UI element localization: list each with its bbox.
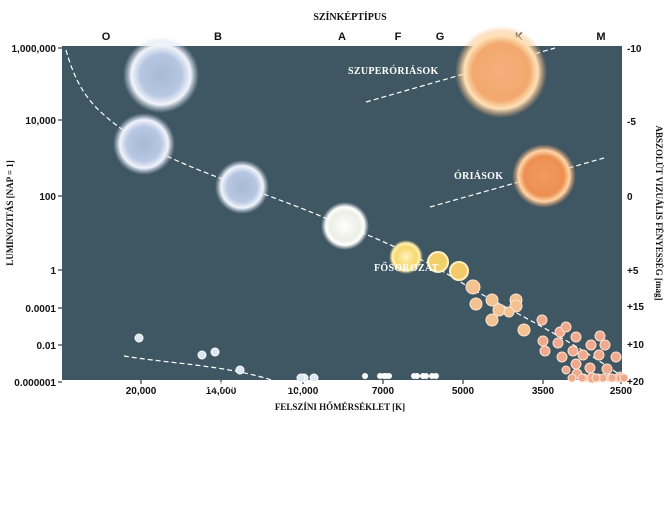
- faint-star-dot: [414, 373, 420, 379]
- faint-star-dot: [433, 373, 439, 379]
- y-tick-label: 100: [39, 192, 56, 203]
- white-dwarfs-label: FEHÉR TÖRPÉK: [182, 379, 265, 392]
- star-dot: [539, 345, 551, 357]
- white-dwarfs-line: [123, 355, 313, 405]
- y-right-tick-label: +15: [627, 302, 644, 313]
- spectral-class-a: A: [338, 31, 346, 43]
- y-right-tick-label: 0: [627, 192, 633, 203]
- main-sequence-km-stars: [465, 279, 629, 384]
- star-dot: [503, 306, 515, 318]
- star-dot: [560, 321, 572, 333]
- main-sequence-star-g2: [449, 261, 469, 281]
- giants-label: ÓRIÁSOK: [454, 170, 503, 182]
- star-dot: [584, 362, 596, 374]
- x-tick-label: 7000: [372, 386, 395, 397]
- spectral-class-g: G: [436, 31, 445, 43]
- y-right-axis-label: ABSZOLÚT VIZUÁLIS FÉNYESSÉG [mag]: [654, 126, 664, 301]
- supergiant-blue-star: [123, 37, 199, 113]
- spectral-type-title: SZÍNKÉPTÍPUS: [313, 11, 387, 23]
- y-tick-label: 1,000,000: [12, 44, 57, 55]
- supergiant-orange-star: [455, 26, 547, 118]
- y-tick-label: 1: [50, 266, 56, 277]
- star-dot: [594, 330, 606, 342]
- x-tick-label: 10,000: [288, 386, 319, 397]
- giant-orange-star: [512, 144, 576, 208]
- spectral-class-f: F: [395, 31, 402, 43]
- star-dot: [567, 373, 577, 383]
- faint-star-dot: [362, 373, 368, 379]
- y-tick-label: 10,000: [25, 116, 56, 127]
- white-dwarf-stars: [134, 333, 319, 383]
- faint-white-stars: [362, 373, 439, 379]
- star-dot: [585, 339, 597, 351]
- y-right-axis-ticks: -10 -5 0 +5 +10 +15 +20: [627, 44, 644, 388]
- x-tick-label: 20,000: [126, 386, 157, 397]
- star-dot: [556, 351, 568, 363]
- white-dwarf-dot: [134, 333, 144, 343]
- x-tick-label: 14,000: [206, 386, 237, 397]
- main-sequence-label: FŐSOROZAT: [374, 262, 439, 274]
- main-sequence-star-f: [389, 240, 423, 274]
- spectral-class-m: M: [596, 31, 605, 43]
- star-dot: [610, 351, 622, 363]
- x-tick-label: 5000: [452, 386, 475, 397]
- star-dot: [607, 373, 617, 383]
- star-dot: [552, 337, 564, 349]
- star-dot: [570, 331, 582, 343]
- star-dot: [593, 349, 605, 361]
- star-dot: [469, 297, 483, 311]
- star-dot: [465, 279, 481, 295]
- star-dot: [577, 349, 589, 361]
- x-axis-ticks: 20,000 14,000 10,000 7000 5000 3500 2500: [126, 380, 633, 397]
- main-sequence-star-a: [321, 202, 369, 250]
- y-tick-label: 0.0001: [25, 304, 56, 315]
- star-dot: [601, 363, 613, 375]
- star-dot: [570, 358, 582, 370]
- spectral-class-o: O: [102, 31, 111, 43]
- y-axis-ticks: 1,000,000 10,000 100 1 0.01 0.0001 0.000001: [12, 44, 62, 389]
- star-dot: [517, 323, 531, 337]
- star-dot: [537, 335, 549, 347]
- main-sequence-star-g1: [427, 251, 449, 273]
- y-right-tick-label: +20: [627, 377, 644, 388]
- y-tick-label: 0.01: [37, 341, 57, 352]
- white-dwarf-dot: [235, 365, 245, 375]
- star-dot: [591, 373, 601, 383]
- y-right-tick-label: +5: [627, 266, 639, 277]
- main-sequence-star-o: [113, 113, 175, 175]
- faint-star-dot: [420, 373, 426, 379]
- y-right-tick-label: +10: [627, 340, 644, 351]
- white-dwarf-dot: [210, 347, 220, 357]
- star-dot: [567, 345, 579, 357]
- star-dot: [577, 373, 587, 383]
- star-dot: [536, 314, 548, 326]
- x-tick-label: 3500: [532, 386, 555, 397]
- y-right-tick-label: -5: [627, 117, 636, 128]
- star-dot: [485, 313, 499, 327]
- white-dwarf-dot: [309, 373, 319, 383]
- main-sequence-star-b: [215, 160, 269, 214]
- white-dwarf-dot: [296, 373, 306, 383]
- y-axis-label: LUMINOZITÁS [NAP = 1]: [5, 160, 15, 265]
- star-dot: [599, 339, 611, 351]
- faint-star-dot: [381, 373, 387, 379]
- y-tick-label: 0.000001: [14, 378, 56, 389]
- star-dot: [561, 365, 571, 375]
- star-dot: [485, 293, 499, 307]
- y-right-tick-label: -10: [627, 44, 642, 55]
- supergiants-label: SZUPERÓRIÁSOK: [348, 65, 439, 77]
- main-sequence-line: [65, 49, 621, 376]
- white-dwarf-dot: [197, 350, 207, 360]
- x-tick-label: 2500: [610, 386, 633, 397]
- spectral-class-b: B: [214, 31, 222, 43]
- star-dot: [619, 373, 629, 383]
- x-axis-label: FELSZÍNI HŐMÉRSÉKLET [K]: [275, 402, 405, 412]
